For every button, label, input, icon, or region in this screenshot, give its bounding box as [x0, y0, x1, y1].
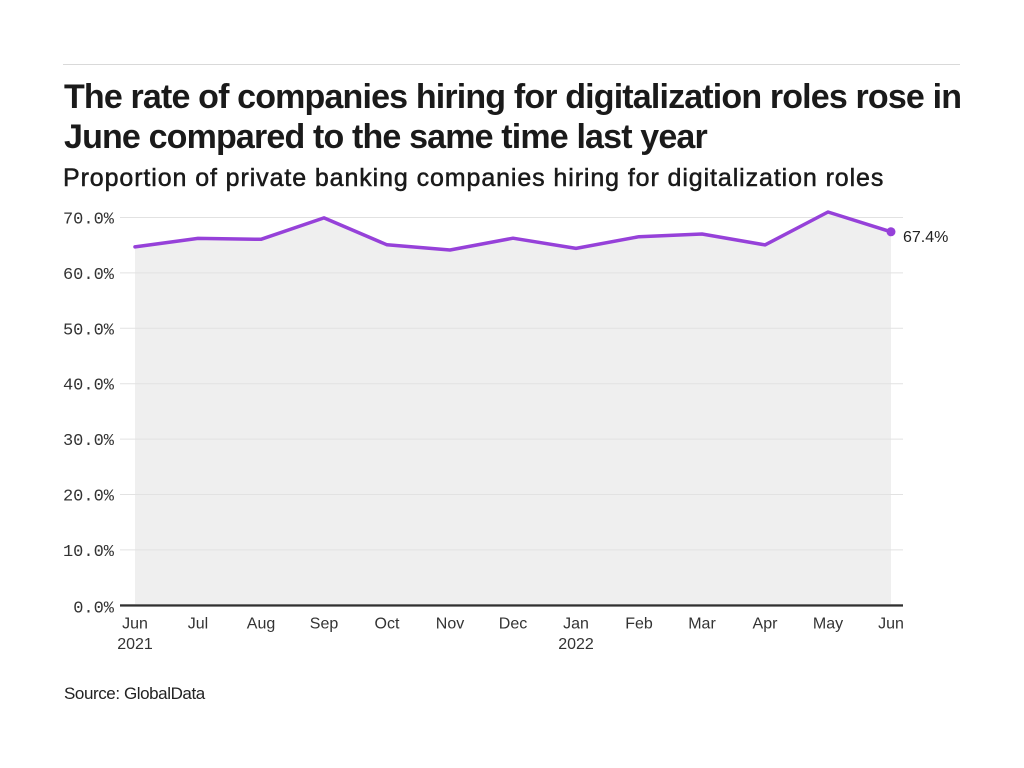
svg-text:Feb: Feb [625, 616, 653, 633]
svg-text:2021: 2021 [117, 636, 153, 653]
svg-text:Oct: Oct [375, 616, 400, 633]
svg-text:Jun: Jun [122, 616, 148, 633]
svg-text:0.0%: 0.0% [73, 599, 115, 618]
svg-text:Aug: Aug [247, 616, 275, 633]
svg-text:70.0%: 70.0% [63, 211, 115, 230]
svg-text:40.0%: 40.0% [63, 377, 115, 396]
svg-text:67.4%: 67.4% [903, 229, 948, 246]
svg-text:20.0%: 20.0% [63, 488, 115, 507]
svg-text:Dec: Dec [499, 616, 527, 633]
svg-text:50.0%: 50.0% [63, 321, 115, 340]
svg-text:Jun: Jun [878, 616, 904, 633]
svg-text:Nov: Nov [436, 616, 464, 633]
svg-text:30.0%: 30.0% [63, 432, 115, 451]
svg-text:May: May [813, 616, 843, 633]
svg-text:10.0%: 10.0% [63, 543, 115, 562]
svg-text:Jan: Jan [563, 616, 589, 633]
svg-text:Apr: Apr [753, 616, 779, 633]
svg-text:60.0%: 60.0% [63, 266, 115, 285]
svg-text:Jul: Jul [188, 616, 208, 633]
svg-text:Mar: Mar [688, 616, 716, 633]
svg-text:Sep: Sep [310, 616, 339, 633]
svg-text:2022: 2022 [558, 636, 594, 653]
